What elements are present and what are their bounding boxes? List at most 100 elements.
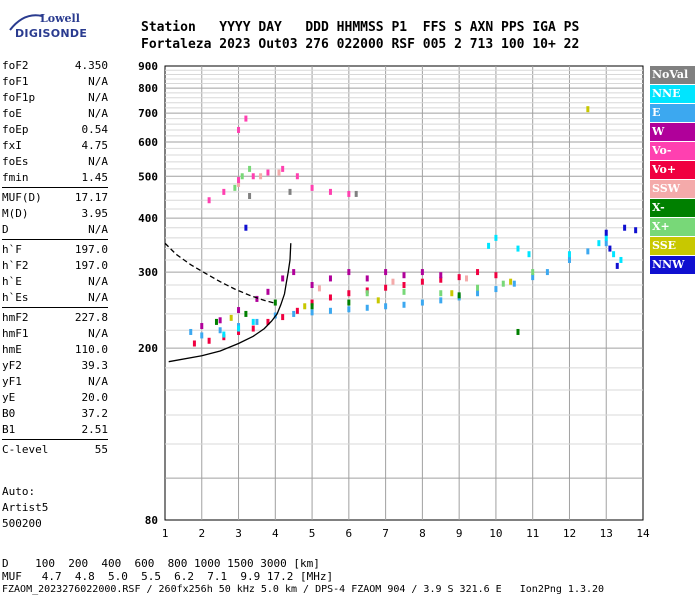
x-tick-label: 4 [272, 527, 279, 540]
legend-item: NNE [650, 85, 695, 103]
echo-point [347, 269, 351, 276]
param-value: N/A [88, 375, 108, 388]
echo-point [494, 286, 498, 293]
echo-point [328, 275, 332, 282]
echo-point [402, 288, 406, 295]
echo-point [376, 297, 380, 304]
param-row: foEp 0.54 [2, 122, 108, 138]
param-value: N/A [88, 107, 108, 120]
echo-point [273, 299, 277, 306]
echo-point [531, 269, 535, 276]
param-value: 39.3 [81, 359, 109, 372]
echo-point [457, 274, 461, 281]
echo-point [222, 188, 226, 195]
param-row: hmF2 227.8 [2, 310, 108, 326]
echo-point [328, 307, 332, 314]
param-row: h`E N/A [2, 274, 108, 290]
echo-point [255, 295, 259, 302]
param-label: h`Es [2, 291, 29, 304]
param-label: foEp [2, 123, 29, 136]
legend-item: Vo- [650, 142, 695, 160]
echo-point [244, 310, 248, 317]
echo-point [277, 169, 281, 176]
echo-point [439, 297, 443, 304]
footer-file-info: FZAOM_2023276022000.RSF / 260fx256h 50 k… [2, 584, 605, 595]
param-value: 227.8 [74, 311, 108, 324]
x-tick-label: 3 [235, 527, 242, 540]
param-row: foEs N/A [2, 154, 108, 170]
echo-point [237, 180, 241, 187]
param-value: 55 [94, 443, 108, 456]
param-row: foF2 4.350 [2, 58, 108, 74]
profile-trace-dashed [164, 242, 276, 304]
echo-point [494, 234, 498, 241]
echo-point [244, 115, 248, 122]
echo-point [288, 188, 292, 195]
echo-point [310, 299, 314, 306]
param-value: 0.54 [81, 123, 109, 136]
param-value: N/A [88, 75, 108, 88]
echo-point [214, 318, 218, 325]
x-tick-label: 9 [456, 527, 463, 540]
echo-point [567, 251, 571, 258]
echo-point [207, 197, 211, 204]
param-row: D N/A [2, 222, 108, 238]
echo-point [259, 173, 263, 180]
echo-point [237, 325, 241, 332]
y-tick-label: 500 [138, 170, 158, 183]
auto-version: 500200 [2, 517, 42, 530]
echo-point [222, 331, 226, 338]
param-value: N/A [88, 275, 108, 288]
legend-item: E [650, 104, 695, 122]
echo-point [545, 269, 549, 276]
y-tick-label: 700 [138, 107, 158, 120]
echo-point [501, 280, 505, 287]
param-separator [2, 439, 108, 440]
echo-point [281, 165, 285, 172]
echo-point [310, 282, 314, 289]
param-row: h`F2 197.0 [2, 258, 108, 274]
param-label: foEs [2, 155, 29, 168]
param-label: yE [2, 391, 16, 404]
param-row: foF1 N/A [2, 74, 108, 90]
echo-point [476, 284, 480, 291]
echo-point [189, 328, 193, 335]
echo-point [604, 240, 608, 247]
legend-item: SSE [650, 237, 695, 255]
autoscaling-info: Auto: Artist5 500200 [2, 484, 48, 532]
param-row: foE N/A [2, 106, 108, 122]
echo-point [476, 290, 480, 297]
echo-point [310, 303, 314, 310]
echo-point [266, 169, 270, 176]
x-tick-label: 5 [309, 527, 316, 540]
param-label: hmF2 [2, 311, 29, 324]
param-label: M(D) [2, 207, 29, 220]
echo-point [200, 323, 204, 330]
echo-point [328, 188, 332, 195]
echo-point [420, 299, 424, 306]
echo-point [494, 272, 498, 279]
legend-item: W [650, 123, 695, 141]
param-label: MUF(D) [2, 191, 42, 204]
legend-item: Vo+ [650, 161, 695, 179]
x-tick-label: 2 [198, 527, 205, 540]
echo-point [237, 328, 241, 335]
param-label: yF2 [2, 359, 22, 372]
y-tick-label: 900 [138, 60, 158, 73]
echo-point [255, 318, 259, 325]
param-label: h`F [2, 243, 22, 256]
x-tick-label: 10 [489, 527, 502, 540]
header-values: Fortaleza 2023 Out03 276 022000 RSF 005 … [141, 37, 580, 52]
echo-point [317, 285, 321, 292]
echo-point [295, 307, 299, 314]
echo-point [402, 301, 406, 308]
echo-point [251, 173, 255, 180]
echo-point [420, 269, 424, 276]
param-value: N/A [88, 223, 108, 236]
echo-point [439, 272, 443, 279]
echo-point [328, 294, 332, 301]
echo-point [531, 274, 535, 281]
echo-point [192, 340, 196, 347]
x-tick-label: 13 [600, 527, 613, 540]
